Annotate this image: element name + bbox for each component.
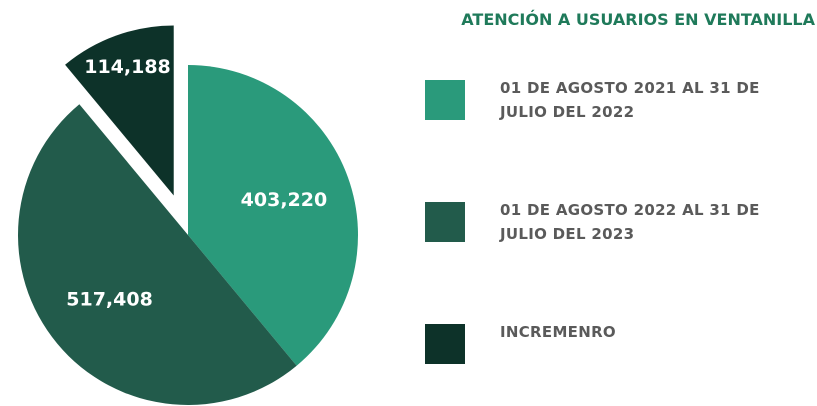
legend-swatch <box>425 324 465 364</box>
pie-slice <box>18 104 297 406</box>
legend-swatch <box>425 80 465 120</box>
pie-slice <box>188 65 359 366</box>
chart-title: ATENCIÓN A USUARIOS EN VENTANILLA <box>461 10 815 29</box>
legend-label: 01 DE AGOSTO 2021 AL 31 DE JULIO DEL 202… <box>500 79 760 121</box>
pie-slice <box>65 25 174 196</box>
data-label: 517,408 <box>66 289 153 311</box>
chart: 403,220 517,408 114,188 <box>18 25 359 406</box>
legend-swatch <box>425 202 465 242</box>
legend-label: INCREMENRO <box>500 323 616 341</box>
data-label: 114,188 <box>84 56 171 78</box>
legend-label: 01 DE AGOSTO 2022 AL 31 DE JULIO DEL 202… <box>500 201 760 243</box>
data-label: 403,220 <box>241 189 328 211</box>
